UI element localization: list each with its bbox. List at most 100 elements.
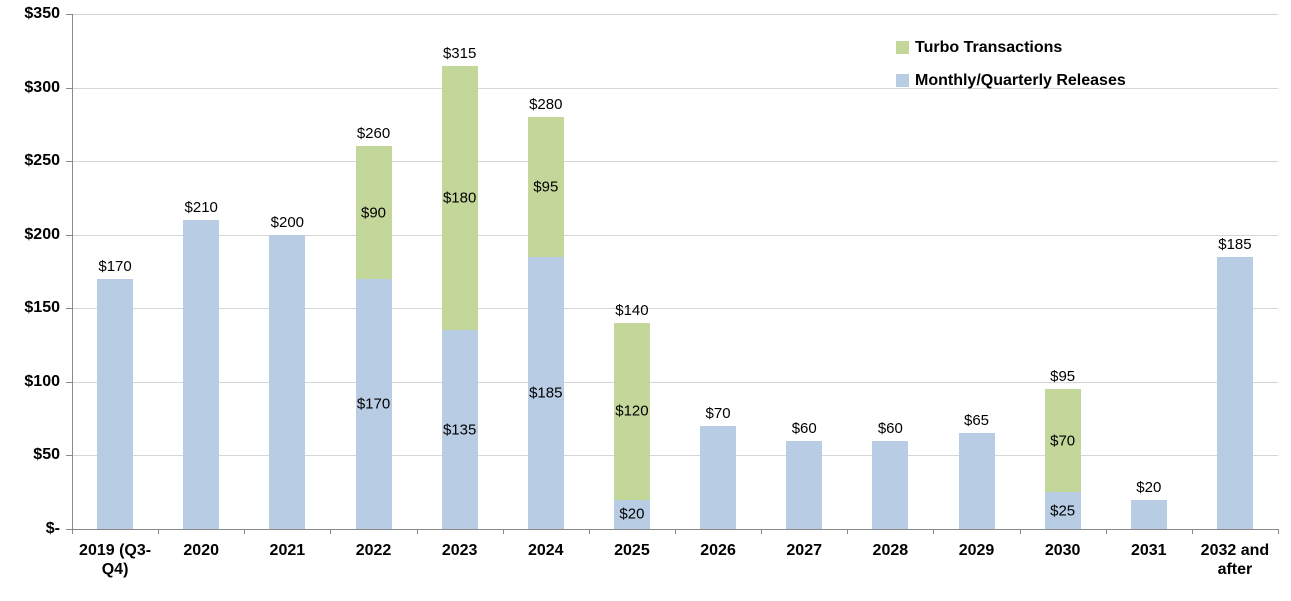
x-axis-tick bbox=[244, 529, 246, 534]
x-axis-label: 2029 bbox=[958, 542, 995, 559]
bar-segment-label: $90 bbox=[360, 204, 387, 222]
x-axis-tick bbox=[72, 529, 73, 534]
bar-segment bbox=[441, 65, 478, 331]
y-axis-line bbox=[72, 14, 73, 529]
legend-label-monthly-quarterly-releases: Monthly/Quarterly Releases bbox=[915, 71, 1126, 89]
y-axis-tick bbox=[66, 455, 72, 457]
bar-segment bbox=[1130, 499, 1167, 529]
bar-segment bbox=[355, 278, 392, 529]
y-axis-label: $350 bbox=[24, 5, 60, 22]
x-axis-label: 2025 bbox=[614, 542, 650, 559]
x-axis-tick bbox=[1278, 529, 1279, 534]
x-axis-tick bbox=[330, 529, 332, 534]
bar-total-label: $60 bbox=[877, 419, 903, 437]
bar-segment bbox=[97, 278, 134, 529]
y-axis-label: $100 bbox=[24, 372, 60, 390]
x-axis-tick bbox=[416, 529, 418, 534]
legend-item-turbo-transactions: Turbo Transactions bbox=[896, 31, 1126, 64]
bar-total-label: $315 bbox=[442, 44, 477, 62]
bar-segment bbox=[958, 433, 995, 529]
x-axis-tick bbox=[1019, 529, 1021, 534]
legend-swatch-green-icon bbox=[896, 41, 909, 54]
y-axis-tick bbox=[66, 529, 72, 530]
bar-segment-label: $70 bbox=[1050, 432, 1076, 450]
y-axis-tick bbox=[66, 87, 72, 89]
x-axis-label: 2032 and after bbox=[1200, 542, 1270, 578]
x-axis-label: 2021 bbox=[269, 542, 306, 559]
gridline bbox=[72, 87, 1278, 89]
x-axis-tick bbox=[1191, 529, 1193, 534]
bar-segment bbox=[1216, 256, 1253, 529]
x-axis-tick bbox=[588, 529, 590, 534]
y-axis-tick bbox=[66, 161, 72, 163]
x-axis-tick bbox=[761, 529, 763, 534]
bar-total-label: $65 bbox=[963, 412, 990, 430]
bar-segment bbox=[700, 426, 737, 529]
bar-total-label: $140 bbox=[615, 302, 649, 319]
x-axis-label: 2024 bbox=[527, 542, 564, 559]
y-axis-tick bbox=[66, 381, 72, 383]
bar-segment bbox=[441, 330, 478, 529]
bar-segment-label: $170 bbox=[356, 395, 391, 413]
bar-segment bbox=[269, 234, 306, 529]
gridline bbox=[72, 308, 1278, 310]
bar-total-label: $60 bbox=[791, 419, 817, 437]
x-axis-tick bbox=[158, 529, 160, 534]
bar-segment bbox=[527, 117, 564, 257]
bar-segment-label: $25 bbox=[1050, 502, 1076, 520]
x-axis-label: 2030 bbox=[1044, 542, 1081, 559]
y-axis-label: $200 bbox=[24, 225, 60, 243]
bar-segment bbox=[872, 440, 909, 529]
bar-segment bbox=[1044, 492, 1081, 529]
x-axis-label: 2023 bbox=[441, 542, 478, 559]
bar-segment bbox=[613, 499, 650, 529]
y-axis-label: $250 bbox=[24, 152, 60, 170]
x-axis-label: 2022 bbox=[355, 542, 392, 559]
x-axis-label: 2019 (Q3-Q4) bbox=[79, 542, 152, 578]
bar-total-label: $260 bbox=[356, 125, 391, 143]
x-axis-tick bbox=[1105, 529, 1107, 534]
y-axis-tick bbox=[66, 234, 72, 236]
x-axis-tick bbox=[847, 529, 849, 534]
x-axis-label: 2028 bbox=[872, 542, 909, 559]
bar-segment-label: $185 bbox=[529, 384, 563, 402]
bar-total-label: $170 bbox=[98, 257, 132, 275]
gridline bbox=[72, 14, 1278, 15]
legend-label-turbo-transactions: Turbo Transactions bbox=[915, 38, 1063, 56]
x-axis-label: 2031 bbox=[1130, 542, 1167, 559]
gridline bbox=[72, 161, 1278, 163]
x-axis-label: 2020 bbox=[183, 542, 219, 559]
x-axis-label: 2027 bbox=[786, 542, 822, 559]
y-axis-label: $- bbox=[45, 520, 60, 537]
x-axis-tick bbox=[502, 529, 504, 534]
bar-total-label: $210 bbox=[184, 199, 218, 216]
bar-total-label: $280 bbox=[529, 96, 563, 113]
bar-segment-label: $135 bbox=[442, 421, 477, 439]
bar-total-label: $200 bbox=[270, 213, 305, 231]
y-axis-tick bbox=[66, 308, 72, 310]
bar-total-label: $70 bbox=[705, 405, 731, 422]
bar-segment bbox=[1044, 389, 1081, 493]
bar-segment-label: $20 bbox=[619, 505, 645, 523]
y-axis-label: $150 bbox=[24, 299, 60, 317]
bar-segment bbox=[613, 323, 650, 500]
legend-item-monthly-quarterly-releases: Monthly/Quarterly Releases bbox=[896, 64, 1126, 97]
bar-total-label: $185 bbox=[1218, 235, 1252, 253]
bar-segment-label: $95 bbox=[533, 178, 559, 196]
bar-total-label: $95 bbox=[1050, 368, 1076, 386]
bar-segment bbox=[786, 440, 823, 529]
bar-segment bbox=[355, 146, 392, 279]
bar-segment-label: $180 bbox=[442, 189, 477, 207]
gridline bbox=[72, 381, 1278, 383]
y-axis-tick bbox=[66, 14, 72, 15]
chart-legend: Turbo Transactions Monthly/Quarterly Rel… bbox=[896, 31, 1126, 97]
y-axis-label: $50 bbox=[33, 446, 60, 464]
bar-segment-label: $120 bbox=[615, 402, 649, 420]
y-axis-label: $300 bbox=[24, 78, 60, 96]
bar-segment bbox=[183, 220, 220, 529]
bar-segment bbox=[527, 256, 564, 529]
legend-swatch-blue-icon bbox=[896, 74, 909, 87]
gridline bbox=[72, 455, 1278, 457]
bar-total-label: $20 bbox=[1136, 478, 1162, 496]
